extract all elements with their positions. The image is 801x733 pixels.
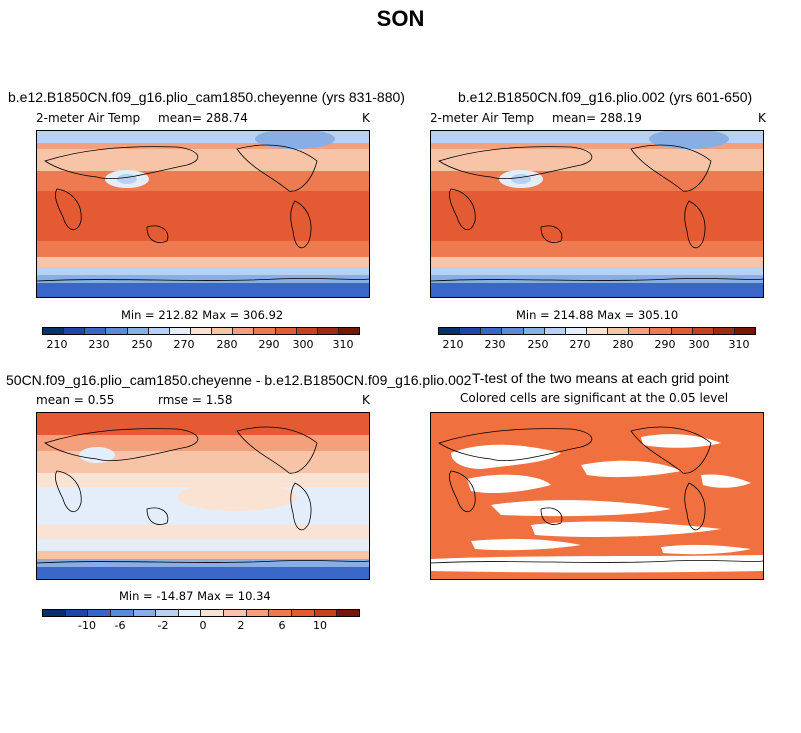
- colorbar-swatch: [544, 328, 566, 334]
- panel1-colorbar: [42, 327, 360, 335]
- panel3-colorbar: [42, 609, 360, 617]
- colorbar-swatch: [110, 610, 134, 616]
- panel3-mean: mean = 0.55: [36, 393, 115, 407]
- colorbar-swatch: [317, 328, 339, 334]
- panel1-tick: 280: [216, 338, 238, 351]
- colorbar-swatch: [64, 328, 86, 334]
- panel4-map: [430, 412, 764, 580]
- panel1-minmax: Min = 212.82 Max = 306.92: [121, 308, 284, 322]
- colorbar-swatch: [85, 328, 107, 334]
- colorbar-swatch: [43, 328, 65, 334]
- colorbar-swatch: [275, 328, 297, 334]
- colorbar-swatch: [190, 328, 213, 334]
- colorbar-swatch: [88, 610, 111, 616]
- panel2-map: [430, 130, 764, 298]
- colorbar-swatch: [338, 328, 360, 334]
- panel1-tick: 250: [131, 338, 153, 351]
- panel3-tick: 2: [237, 619, 245, 632]
- panel1-title: b.e12.B1850CN.f09_g16.plio_cam1850.cheye…: [8, 89, 405, 105]
- panel4-map-svg: [431, 413, 763, 579]
- colorbar-swatch: [586, 328, 609, 334]
- panel2-colorbar: [438, 327, 756, 335]
- panel2-title: b.e12.B1850CN.f09_g16.plio.002 (yrs 601-…: [458, 89, 753, 105]
- panel3-map-svg: [37, 413, 369, 579]
- panel2-tick: 290: [654, 338, 676, 351]
- colorbar-swatch: [148, 328, 170, 334]
- colorbar-swatch: [133, 610, 157, 616]
- colorbar-swatch: [246, 610, 270, 616]
- colorbar-swatch: [233, 328, 255, 334]
- colorbar-swatch: [565, 328, 587, 334]
- panel1-tick: 310: [332, 338, 354, 351]
- colorbar-swatch: [169, 328, 191, 334]
- panel4-subtitle: Colored cells are significant at the 0.0…: [460, 391, 729, 405]
- panel2-tick: 230: [484, 338, 506, 351]
- colorbar-swatch: [713, 328, 735, 334]
- panel1-tick: 290: [258, 338, 280, 351]
- panel1-variable: 2-meter Air Temp: [36, 111, 141, 125]
- panel3-minmax: Min = -14.87 Max = 10.34: [119, 589, 271, 603]
- colorbar-swatch: [201, 610, 225, 616]
- panel2-map-svg: [431, 131, 763, 297]
- colorbar-swatch: [127, 328, 149, 334]
- panel1-tick: 300: [292, 338, 314, 351]
- panel1-map-svg: [37, 131, 369, 297]
- panel3-rmse: rmse = 1.58: [158, 393, 233, 407]
- panel1-mean: mean= 288.74: [158, 111, 248, 125]
- panel3-tick: 6: [278, 619, 286, 632]
- colorbar-swatch: [212, 328, 234, 334]
- colorbar-swatch: [65, 610, 89, 616]
- colorbar-swatch: [502, 328, 524, 334]
- panel2-tick: 210: [442, 338, 464, 351]
- colorbar-swatch: [481, 328, 503, 334]
- panel3-tick: 10: [313, 619, 327, 632]
- panel1-map: [36, 130, 370, 298]
- colorbar-swatch: [224, 610, 247, 616]
- colorbar-swatch: [43, 610, 66, 616]
- figure-title: SON: [376, 6, 425, 31]
- panel4-title: T-test of the two means at each grid poi…: [472, 370, 729, 386]
- colorbar-swatch: [523, 328, 545, 334]
- panel2-tick: 310: [728, 338, 750, 351]
- colorbar-swatch: [671, 328, 693, 334]
- panel3-map: [36, 412, 370, 580]
- panel2-tick: 270: [569, 338, 591, 351]
- colorbar-swatch: [734, 328, 756, 334]
- panel1-tick: 210: [46, 338, 68, 351]
- panel2-mean: mean= 288.19: [552, 111, 642, 125]
- colorbar-swatch: [296, 328, 318, 334]
- panel2-tick: 250: [527, 338, 549, 351]
- colorbar-swatch: [337, 610, 359, 616]
- panel3-tick: 0: [199, 619, 207, 632]
- panel2-units: K: [758, 111, 766, 125]
- colorbar-swatch: [178, 610, 202, 616]
- colorbar-swatch: [692, 328, 714, 334]
- colorbar-swatch: [314, 610, 338, 616]
- panel3-tick: -10: [78, 619, 96, 632]
- panel2-minmax: Min = 214.88 Max = 305.10: [516, 308, 679, 322]
- panel1-tick: 230: [88, 338, 110, 351]
- colorbar-swatch: [629, 328, 651, 334]
- panel3-tick: -2: [157, 619, 169, 632]
- panel3-title: 50CN.f09_g16.plio_cam1850.cheyenne - b.e…: [6, 372, 472, 388]
- colorbar-swatch: [608, 328, 630, 334]
- panel2-tick: 300: [688, 338, 710, 351]
- colorbar-swatch: [254, 328, 276, 334]
- panel2-variable: 2-meter Air Temp: [430, 111, 535, 125]
- panel3-tick: -6: [114, 619, 126, 632]
- colorbar-swatch: [439, 328, 461, 334]
- colorbar-swatch: [269, 610, 293, 616]
- colorbar-swatch: [156, 610, 179, 616]
- colorbar-swatch: [292, 610, 315, 616]
- colorbar-swatch: [460, 328, 482, 334]
- panel1-tick: 270: [173, 338, 195, 351]
- colorbar-swatch: [650, 328, 672, 334]
- panel1-units: K: [362, 111, 370, 125]
- panel2-tick: 280: [612, 338, 634, 351]
- colorbar-swatch: [106, 328, 128, 334]
- panel3-units: K: [362, 393, 370, 407]
